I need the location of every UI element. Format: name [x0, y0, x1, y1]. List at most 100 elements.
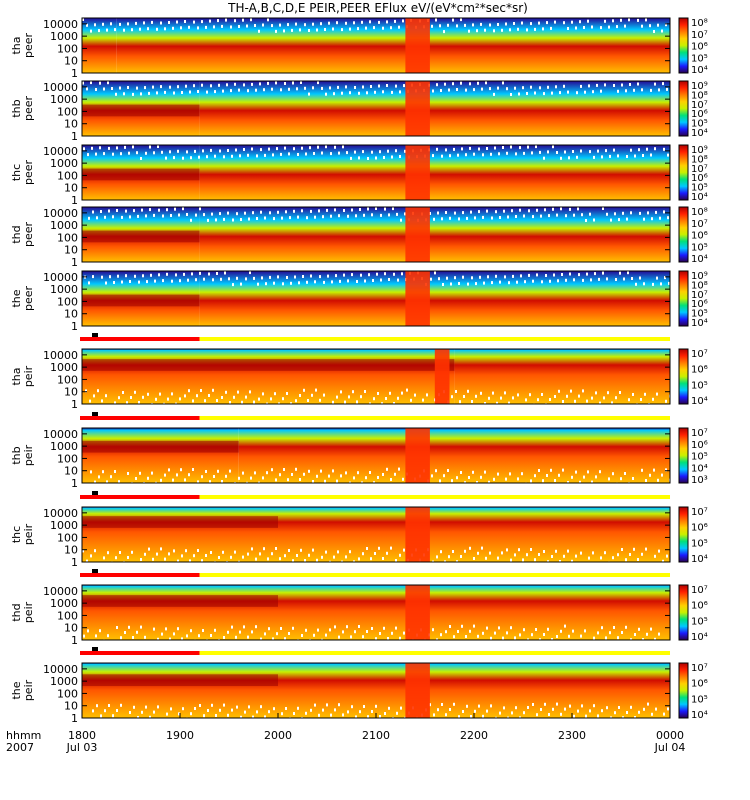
colorbar [678, 348, 689, 405]
y-tick-label: 10000 [43, 81, 78, 94]
colorbar-tick-label: 10⁶ [691, 42, 708, 53]
mode-bar-yellow [199, 495, 670, 499]
y-tick-label: 10 [64, 386, 78, 399]
y-tick-label: 10 [64, 244, 78, 257]
spectrum-segment [199, 145, 670, 200]
y-axis-probe-label: the [10, 289, 23, 307]
noise-speckle [82, 81, 668, 96]
x-tick-label: 2000 [264, 729, 292, 742]
colorbar-tick-label: 10⁷ [691, 100, 708, 111]
colorbar-tick-label: 10⁹ [691, 81, 708, 92]
spectrum-segment [82, 349, 455, 404]
y-tick-label: 1000 [50, 440, 78, 453]
spectrum-segment [82, 663, 278, 718]
mode-bar-red [80, 337, 200, 341]
x-tick-label: 2200 [460, 729, 488, 742]
y-tick-label: 100 [57, 531, 78, 544]
y-axis-species-label: peer [22, 96, 35, 122]
y-tick-label: 1 [71, 556, 78, 569]
colorbar-tick-label: 10⁴ [691, 396, 708, 407]
spectrum-segment [116, 18, 180, 73]
y-tick-label: 10 [64, 700, 78, 713]
colorbar-tick-label: 10⁷ [691, 663, 708, 674]
colorbar-tick-label: 10⁸ [691, 154, 708, 165]
y-tick-label: 10 [64, 622, 78, 635]
y-tick-label: 1 [71, 634, 78, 647]
x-tick-date: Jul 04 [654, 741, 686, 754]
colorbar-tick-label: 10⁶ [691, 601, 708, 612]
y-tick-label: 10000 [43, 349, 78, 362]
y-axis-species-label: peer [22, 222, 35, 248]
y-tick-label: 1 [71, 477, 78, 490]
colorbar-tick-label: 10⁶ [691, 173, 708, 184]
mode-bar-red [80, 651, 200, 655]
x-tick-date: Jul 03 [66, 741, 98, 754]
spectrum-segment [278, 663, 670, 718]
spectrum-segment [199, 81, 670, 136]
y-tick-label: 100 [57, 609, 78, 622]
y-tick-label: 1000 [50, 157, 78, 170]
colorbar-tick-label: 10⁶ [691, 523, 708, 534]
mode-bar-yellow [199, 573, 670, 577]
panel-frame [81, 584, 671, 641]
spectrum-segment [454, 349, 670, 404]
y-tick-label: 10000 [43, 145, 78, 158]
colorbar [678, 80, 689, 137]
colorbar-tick-label: 10⁵ [691, 538, 708, 549]
colorbar-tick-label: 10⁷ [691, 507, 708, 518]
data-gap-band [405, 81, 430, 136]
y-axis-species-label: peir [22, 679, 35, 701]
y-tick-label: 1000 [50, 361, 78, 374]
y-tick-label: 1 [71, 67, 78, 80]
colorbar-tick-label: 10⁸ [691, 18, 708, 29]
y-tick-label: 1000 [50, 283, 78, 296]
flux-peak-band [82, 294, 200, 307]
y-tick-label: 10000 [43, 663, 78, 676]
y-axis-species-label: peir [22, 444, 35, 466]
x-axis-label-year: 2007 [6, 741, 34, 754]
y-tick-label: 10 [64, 465, 78, 478]
y-axis-species-label: peer [22, 160, 35, 186]
colorbar-tick-label: 10⁴ [691, 65, 708, 76]
colorbar-tick-label: 10⁴ [691, 192, 708, 203]
colorbar-tick-label: 10⁵ [691, 53, 708, 64]
data-gap-band [405, 271, 430, 326]
y-tick-label: 1 [71, 256, 78, 269]
y-tick-label: 10 [64, 544, 78, 557]
colorbar-tick-label: 10⁷ [691, 164, 708, 175]
mode-bar-yellow [199, 651, 670, 655]
mode-marker [92, 569, 98, 573]
x-tick-label: 0000 [656, 729, 684, 742]
colorbar [678, 206, 689, 263]
colorbar-tick-label: 10⁵ [691, 616, 708, 627]
flux-peak-band [82, 230, 200, 243]
y-tick-label: 10000 [43, 585, 78, 598]
mode-bar-red [80, 573, 200, 577]
colorbar-tick-label: 10⁴ [691, 710, 708, 721]
y-tick-label: 100 [57, 231, 78, 244]
colorbar-tick-label: 10⁶ [691, 299, 708, 310]
x-tick-label: 1900 [166, 729, 194, 742]
mode-marker [92, 647, 98, 651]
y-tick-label: 1000 [50, 675, 78, 688]
spectrum-segment [199, 207, 670, 262]
mode-bar-red [80, 495, 200, 499]
data-gap-band [405, 145, 430, 200]
y-tick-label: 1000 [50, 219, 78, 232]
y-tick-label: 1000 [50, 597, 78, 610]
noise-speckle [90, 467, 671, 486]
panel-frame [81, 17, 671, 74]
y-tick-label: 10 [64, 182, 78, 195]
y-tick-label: 10000 [43, 428, 78, 441]
colorbar-tick-label: 10⁸ [691, 280, 708, 291]
y-tick-label: 1 [71, 194, 78, 207]
colorbar-tick-label: 10⁵ [691, 452, 708, 463]
y-tick-label: 100 [57, 373, 78, 386]
y-tick-label: 1 [71, 712, 78, 725]
y-tick-label: 100 [57, 452, 78, 465]
colorbar-tick-label: 10⁷ [691, 428, 708, 439]
flux-peak-band [82, 359, 455, 371]
